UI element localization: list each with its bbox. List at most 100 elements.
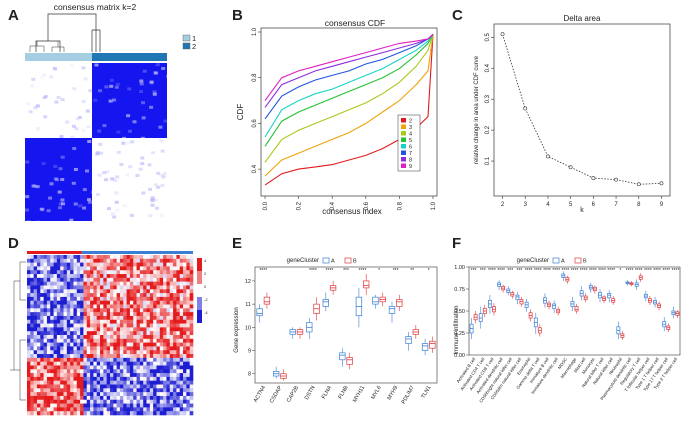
heatmap-cell [43, 319, 48, 324]
legend-swatch-5 [401, 137, 406, 142]
matrix-cell-noise [36, 220, 41, 224]
heatmap-cell [83, 335, 88, 340]
heatmap-cell [126, 361, 131, 366]
heatmap-cell [133, 373, 137, 378]
heatmap-cell [126, 285, 131, 290]
heatmap-cell [149, 342, 154, 347]
heatmap-cell [139, 281, 144, 286]
heatmap-cell [116, 327, 121, 332]
heatmap-cell [63, 285, 68, 290]
heatmap-cell [60, 411, 64, 416]
heatmap-cell [166, 312, 171, 317]
heatmap-cell [106, 357, 111, 362]
heatmap-cell [106, 342, 111, 347]
matrix-cell-noise [141, 101, 145, 105]
heatmap-cell [123, 304, 127, 309]
heatmap-cell [113, 392, 117, 397]
heatmap-cell [163, 331, 167, 336]
heatmap-cell [173, 331, 177, 336]
heatmap-cell [159, 407, 164, 412]
heatmap-cell [189, 365, 194, 370]
heatmap-cell [169, 312, 174, 317]
heatmap-cell [113, 258, 117, 263]
heatmap-cell [153, 323, 157, 328]
box-A [478, 313, 483, 322]
heatmap-cell [133, 274, 137, 279]
heatmap-cell [100, 395, 104, 401]
heatmap-cell [63, 403, 68, 408]
heatmap-cell [86, 270, 91, 275]
heatmap-cell [189, 296, 194, 302]
heatmap-cell [33, 395, 38, 401]
heatmap-cell [116, 407, 121, 412]
heatmap-cell [96, 342, 101, 347]
heatmap-cell [103, 258, 107, 263]
heatmap-cell [66, 323, 71, 328]
heatmap-cell [93, 289, 98, 294]
heatmap-cell [133, 354, 137, 359]
heatmap-cell [70, 395, 74, 401]
heatmap-cell [100, 308, 104, 313]
heatmap-cell [60, 338, 64, 343]
heatmap-cell [126, 308, 131, 313]
heatmap-cell [116, 331, 121, 336]
heatmap-cell [93, 304, 98, 309]
heatmap-cell [156, 350, 161, 355]
heatmap-cell [27, 392, 31, 397]
matrix-cell-noise [69, 218, 74, 222]
heatmap-cell [56, 304, 61, 309]
matrix-cell-noise [59, 135, 64, 139]
heatmap-cell [129, 255, 134, 260]
heatmap-cell [159, 331, 164, 336]
heatmap-cell [90, 315, 94, 321]
heatmap-cell [96, 293, 101, 298]
heatmap-cell [119, 342, 124, 347]
heatmap-cell [149, 369, 154, 374]
heatmap-cell [139, 342, 144, 347]
heatmap-cell [173, 323, 177, 328]
heatmap-cell [63, 357, 68, 362]
heatmap-cell [60, 342, 64, 347]
heatmap-cell [96, 327, 101, 332]
heatmap-cell [63, 411, 68, 416]
heatmap-cell [27, 335, 31, 340]
heatmap-cell [66, 296, 71, 302]
heatmap-cell [46, 293, 51, 298]
heatmap-cell [33, 258, 38, 263]
heatmap-cell [46, 327, 51, 332]
heatmap-cell [86, 373, 91, 378]
heatmap-cell [163, 315, 167, 321]
heatmap-cell [149, 395, 154, 401]
heatmap-cell [166, 373, 171, 378]
heatmap-cell [73, 395, 78, 401]
heatmap-cell [70, 285, 74, 290]
heatmap-cell [136, 384, 141, 389]
heatmap-cell [96, 289, 101, 294]
matrix-cell-noise [104, 178, 109, 182]
heatmap-cell [133, 346, 137, 351]
heatmap-cell [169, 331, 174, 336]
heatmap-cell [169, 403, 174, 408]
significance-label: **** [525, 268, 533, 274]
heatmap-cell [86, 274, 91, 279]
heatmap-cell [100, 262, 104, 267]
heatmap-cell [116, 319, 121, 324]
matrix-cell-noise [122, 136, 127, 140]
heatmap-cell [166, 357, 171, 362]
heatmap-cell [93, 407, 98, 412]
heatmap-cell [159, 266, 164, 271]
heatmap-cell [86, 258, 91, 263]
matrix-cell-noise [161, 67, 166, 70]
heatmap-cell [149, 274, 154, 279]
heatmap-cell [33, 369, 38, 374]
heatmap-cell [50, 289, 54, 294]
heatmap-cell [96, 354, 101, 359]
heatmap-cell [86, 399, 91, 404]
heatmap-cell [179, 274, 184, 279]
heatmap-cell [143, 338, 147, 343]
heatmap-cell [179, 346, 184, 351]
heatmap-cell [163, 312, 167, 317]
heatmap-cell [40, 342, 44, 347]
heatmap-cell [110, 399, 114, 404]
heatmap-cell [179, 285, 184, 290]
